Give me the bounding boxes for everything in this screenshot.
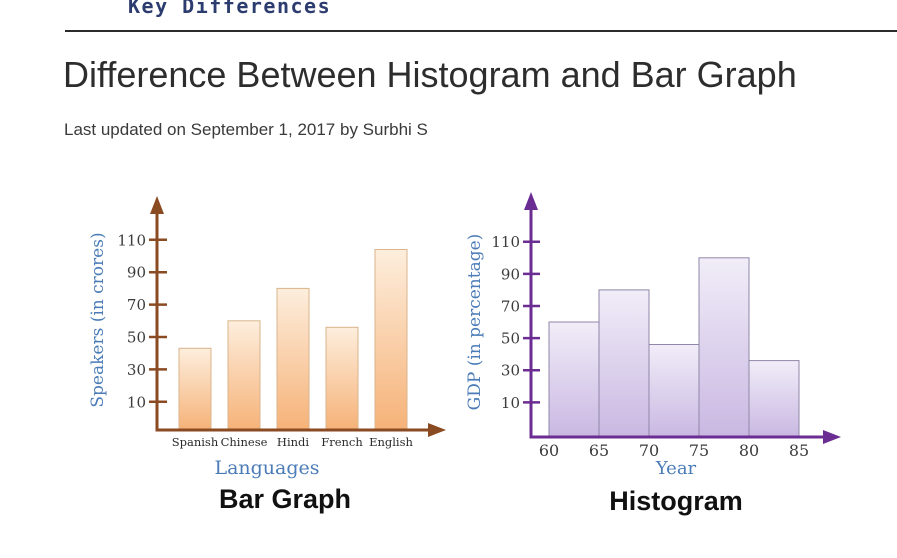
y-tick-label: 110 — [491, 233, 520, 251]
y-tick-label: 30 — [501, 362, 520, 380]
figure-caption: Bar Graph — [219, 484, 351, 514]
y-tick-label: 90 — [127, 264, 146, 282]
bar-1 — [227, 320, 261, 431]
y-tick-label: 90 — [501, 265, 520, 283]
category-label: French — [321, 435, 363, 449]
category-label: Spanish — [172, 435, 219, 449]
category-label: Chinese — [221, 435, 268, 449]
byline: Last updated on September 1, 2017 by Sur… — [64, 120, 428, 139]
bar-4 — [374, 249, 408, 431]
site-logo[interactable]: Key Differences — [128, 0, 332, 18]
bar-2 — [276, 287, 310, 431]
y-tick-label: 10 — [127, 393, 146, 411]
x-tick-label: 80 — [739, 441, 759, 460]
y-tick-label: 70 — [501, 297, 520, 315]
y-axis-title: Speakers (in crores) — [88, 232, 108, 407]
y-tick-label: 50 — [127, 329, 146, 347]
bin-0 — [548, 321, 600, 438]
y-tick-label: 10 — [501, 394, 520, 412]
bin-3 — [698, 257, 750, 438]
y-axis-arrow-icon — [524, 192, 538, 210]
x-axis-title: Languages — [214, 457, 319, 479]
figure-caption: Histogram — [609, 486, 743, 516]
x-axis-arrow-icon — [428, 423, 446, 437]
bin-2 — [648, 344, 700, 438]
bar-graph-figure: 110 90 70 50 30 10 Spanish Chinese Hindi French En… — [88, 196, 446, 514]
x-tick-label: 60 — [539, 441, 559, 460]
x-tick-label: 70 — [639, 441, 659, 460]
bar-0 — [178, 347, 212, 431]
x-tick-label: 85 — [789, 441, 809, 460]
x-tick-label: 65 — [589, 441, 609, 460]
y-tick-label: 30 — [127, 361, 146, 379]
x-axis-title: Year — [655, 458, 697, 479]
y-tick-label: 110 — [117, 231, 146, 249]
page-title: Difference Between Histogram and Bar Gra… — [63, 54, 797, 95]
category-label: Hindi — [277, 435, 309, 449]
bar-3 — [325, 326, 359, 431]
y-axis-arrow-icon — [150, 196, 164, 214]
x-tick-label: 75 — [689, 441, 709, 460]
x-axis-arrow-icon — [823, 430, 841, 444]
header-divider — [65, 30, 897, 32]
y-axis-title: GDP (in percentage) — [465, 234, 485, 411]
histogram-figure: 110 90 70 50 30 10 60 65 70 75 80 85 GDP (in percent… — [465, 192, 841, 516]
y-tick-label: 70 — [127, 296, 146, 314]
bin-1 — [598, 289, 650, 438]
category-label: English — [369, 435, 413, 449]
bin-4 — [748, 360, 800, 438]
y-tick-label: 50 — [501, 330, 520, 348]
